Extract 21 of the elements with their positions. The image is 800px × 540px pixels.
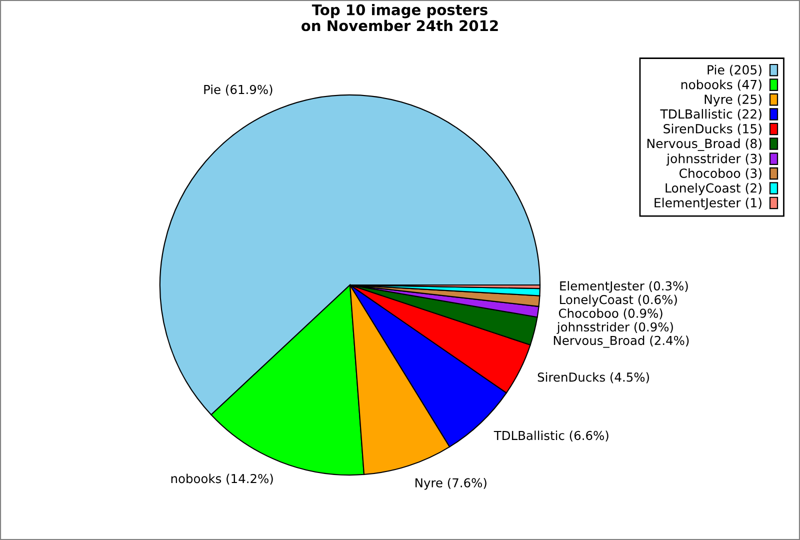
legend-label: ElementJester (1)	[654, 198, 762, 210]
data-label: SirenDucks (4.5%)	[538, 372, 649, 384]
legend-label: SirenDucks (15)	[664, 124, 762, 135]
data-label: ElementJester (0.3%)	[560, 281, 688, 293]
data-label: johnsstrider (0.9%)	[556, 322, 673, 334]
legend-label: Nervous_Broad (8)	[647, 138, 762, 151]
chart-title: Top 10 image posters on November 24th 2012	[302, 4, 498, 32]
data-label: Chocoboo (0.9%)	[558, 308, 662, 320]
legend-label: TDLBallistic (22)	[660, 109, 762, 120]
data-label: Nyre (7.6%)	[416, 478, 486, 490]
data-label: Pie (61.9%)	[204, 84, 272, 96]
data-label: nobooks (14.2%)	[171, 474, 273, 485]
data-label: LonelyCoast (0.6%)	[560, 294, 677, 307]
legend-label: LonelyCoast (2)	[666, 183, 762, 196]
legend-label: Chocoboo (3)	[679, 168, 762, 180]
data-label: TDLBallistic (6.6%)	[494, 430, 608, 442]
legend-label: Pie (205)	[708, 64, 762, 76]
legend-label: johnsstrider (3)	[666, 154, 762, 166]
legend-label: nobooks (47)	[681, 80, 762, 91]
legend-label: Nyre (25)	[704, 94, 762, 106]
data-label: Nervous_Broad (2.4%)	[554, 336, 689, 348]
